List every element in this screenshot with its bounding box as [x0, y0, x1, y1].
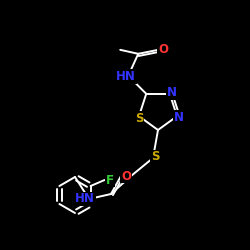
Text: S: S — [151, 150, 159, 164]
Text: S: S — [135, 112, 143, 125]
Text: HN: HN — [116, 70, 136, 83]
Text: F: F — [106, 174, 114, 186]
Text: O: O — [121, 170, 131, 182]
Text: N: N — [174, 111, 184, 124]
Text: HN: HN — [75, 192, 95, 205]
Text: O: O — [158, 43, 168, 56]
Text: N: N — [167, 86, 177, 99]
